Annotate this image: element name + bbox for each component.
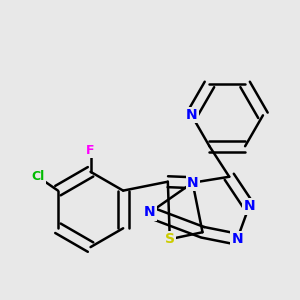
Text: F: F [86,143,95,157]
Text: Cl: Cl [32,170,45,183]
Text: N: N [144,206,156,219]
Text: N: N [243,200,255,214]
Text: S: S [165,232,175,246]
Text: N: N [186,108,197,122]
Text: N: N [187,176,198,190]
Text: N: N [231,232,243,246]
